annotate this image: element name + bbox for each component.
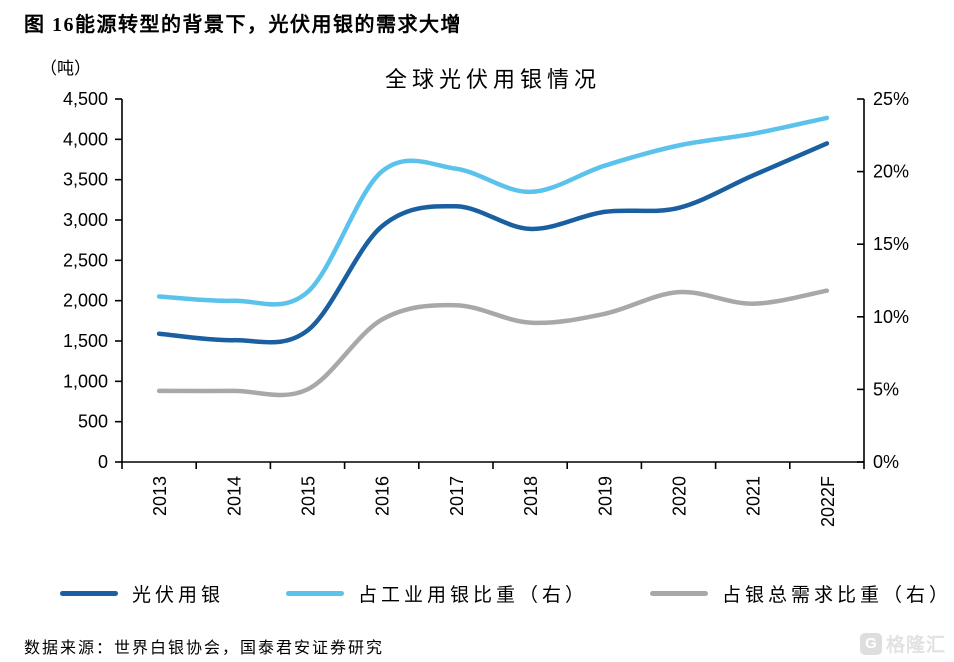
legend-swatch-2 [650,591,709,596]
legend-label-1: 占工业用银比重（右） [358,585,589,606]
watermark-text: 格隆汇 [885,635,946,656]
left-axis-tick-label: 2,500 [63,250,108,270]
legend-swatch-0 [60,591,118,596]
figure-caption: 图 16能源转型的背景下，光伏用银的需求大增 [24,14,462,36]
x-axis-label: 2020 [670,476,690,516]
left-axis-tick-label: 3,500 [63,170,108,190]
x-axis-label: 2014 [224,476,244,516]
left-axis-tick-label: 1,500 [63,331,108,351]
chart-legend: 光伏用银 占工业用银比重（右） 占银总需求比重（右） [60,580,948,607]
legend-swatch-1 [286,591,345,596]
right-axis-tick-label: 5% [873,379,899,399]
y-axis-unit-label: （吨） [40,59,91,78]
left-axis-tick-label: 500 [78,412,108,432]
left-axis-tick-label: 3,000 [63,210,108,230]
x-axis-label: 2015 [299,476,319,516]
series-line-0 [156,141,830,345]
x-axis-label: 2016 [373,476,393,516]
legend-item-total-demand-share: 占银总需求比重（右） [650,580,952,607]
legend-item-pv-silver: 光伏用银 [60,580,224,607]
watermark: G 格隆汇 [859,630,946,657]
right-axis-tick-label: 10% [873,307,909,327]
left-axis-tick-label: 4,000 [63,129,108,149]
right-axis-tick-label: 0% [873,452,899,472]
x-axis-label: 2022F [818,476,838,527]
left-axis-tick-label: 0 [98,452,108,472]
legend-item-industrial-share: 占工业用银比重（右） [286,580,588,607]
series-line-1 [156,115,830,307]
left-axis-tick-label: 1,000 [63,371,108,391]
x-axis-label: 2013 [150,476,170,516]
data-source-note: 数据来源：世界白银协会，国泰君安证券研究 [24,640,385,657]
legend-label-0: 光伏用银 [132,585,225,606]
x-axis-label: 2017 [447,476,467,516]
right-axis-tick-label: 15% [873,234,909,254]
gelonghui-logo-icon: G [859,632,882,655]
left-axis-tick-label: 4,500 [63,89,108,109]
x-axis-label: 2019 [595,476,615,516]
x-axis-label: 2018 [521,476,541,516]
x-axis-label: 2021 [744,476,764,516]
right-axis-tick-label: 20% [873,162,909,182]
legend-label-2: 占银总需求比重（右） [722,585,953,606]
right-axis-tick-label: 25% [873,89,909,109]
chart-title: 全球光伏用银情况 [384,67,601,92]
series-line-2 [156,288,830,398]
left-axis-tick-label: 2,000 [63,291,108,311]
